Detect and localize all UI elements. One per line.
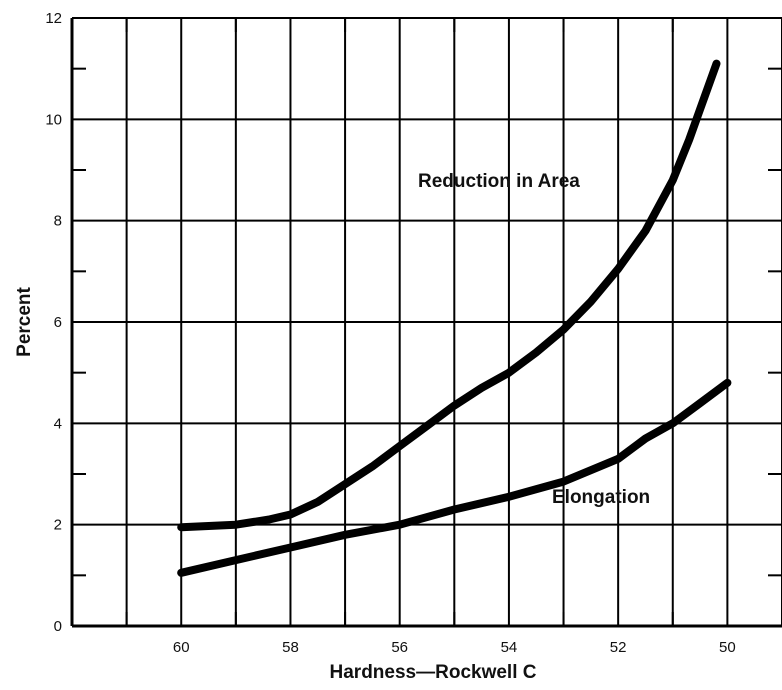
y-tick-label-12: 12 — [45, 10, 62, 27]
x-tick-label-50: 50 — [719, 639, 736, 656]
y-tick-label-4: 4 — [54, 415, 62, 432]
grid — [72, 18, 782, 626]
y-tick-label-0: 0 — [54, 618, 62, 635]
x-tick-label-54: 54 — [501, 639, 518, 656]
x-tick-label-60: 60 — [173, 639, 190, 656]
curves — [177, 59, 732, 577]
y-tick-label-2: 2 — [54, 517, 62, 534]
x-axis-label: Hardness—Rockwell C — [330, 662, 537, 683]
y-tick-label-6: 6 — [54, 314, 62, 331]
y-tick-label-8: 8 — [54, 213, 62, 230]
x-tick-label-52: 52 — [610, 639, 627, 656]
series-line-reduction-in-area — [177, 59, 721, 532]
y-tick-label-10: 10 — [45, 111, 62, 128]
series-line-elongation — [177, 378, 732, 577]
tick-labels: 60 58 56 54 52 50 0 2 4 6 8 10 12 — [45, 10, 735, 656]
reduction-in-area-label: Reduction in Area — [418, 171, 580, 192]
elongation-label: Elongation — [552, 487, 650, 508]
axes — [70, 17, 782, 628]
x-tick-label-56: 56 — [391, 639, 408, 656]
y-axis-label: Percent — [14, 286, 35, 356]
minor-ticks — [72, 18, 782, 626]
x-tick-label-58: 58 — [282, 639, 299, 656]
